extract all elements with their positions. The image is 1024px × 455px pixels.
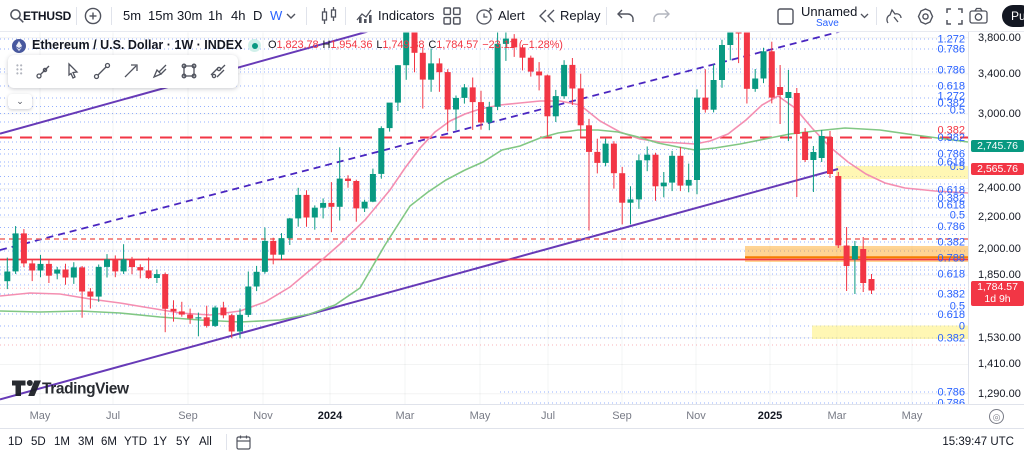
svg-text:TradingView: TradingView [42, 381, 130, 398]
svg-text:0.5: 0.5 [950, 301, 965, 313]
svg-text:0.5: 0.5 [950, 161, 965, 173]
svg-text:0.618: 0.618 [937, 309, 965, 321]
svg-text:0.382: 0.382 [937, 333, 965, 345]
svg-text:0.382: 0.382 [937, 289, 965, 301]
svg-text:0.382: 0.382 [937, 125, 965, 137]
svg-text:0.786: 0.786 [937, 65, 965, 77]
svg-text:0.382: 0.382 [937, 193, 965, 205]
svg-text:0.5: 0.5 [950, 210, 965, 222]
svg-text:0.786: 0.786 [937, 221, 965, 233]
svg-text:0.5: 0.5 [950, 105, 965, 117]
svg-text:0.618: 0.618 [937, 185, 965, 197]
svg-text:0.786: 0.786 [937, 149, 965, 161]
svg-text:0.786: 0.786 [937, 44, 965, 56]
svg-text:1.272: 1.272 [937, 91, 965, 103]
svg-text:0.382: 0.382 [937, 237, 965, 249]
svg-text:0.786: 0.786 [937, 387, 965, 399]
svg-text:0.382: 0.382 [937, 132, 965, 144]
svg-text:0.786: 0.786 [937, 398, 965, 405]
svg-text:1.272: 1.272 [937, 34, 965, 46]
svg-text:0.618: 0.618 [937, 81, 965, 93]
svg-text:0: 0 [959, 321, 965, 333]
svg-text:0.618: 0.618 [937, 269, 965, 281]
svg-text:0.382: 0.382 [937, 98, 965, 110]
svg-text:0.618: 0.618 [937, 200, 965, 212]
svg-text:0.788: 0.788 [937, 253, 965, 265]
svg-text:0.618: 0.618 [937, 157, 965, 169]
